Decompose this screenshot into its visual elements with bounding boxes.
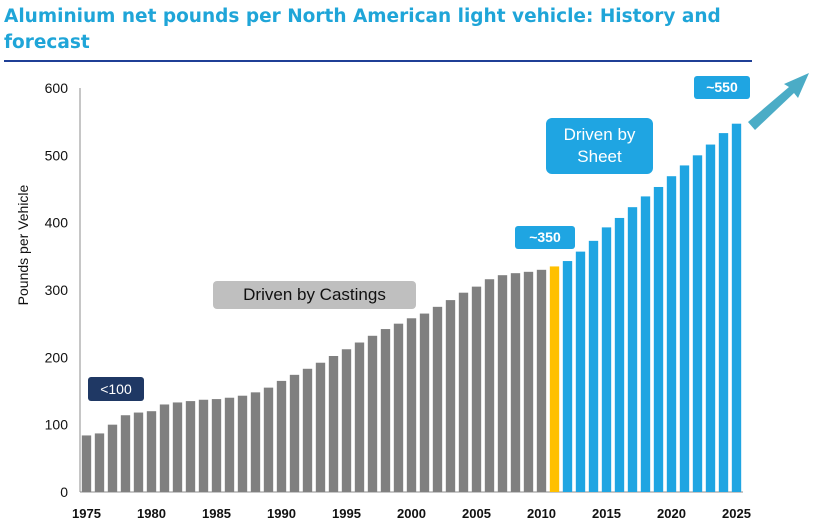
x-tick-label: 2000 — [397, 506, 426, 521]
bar-1996 — [354, 342, 365, 492]
bar-2019 — [653, 186, 664, 493]
title-rule — [4, 60, 752, 62]
y-tick-label: 100 — [45, 417, 69, 433]
y-axis-label: Pounds per Vehicle — [15, 184, 31, 305]
bar-2005 — [471, 286, 482, 492]
bar-2021 — [679, 165, 690, 492]
bar-2001 — [419, 313, 430, 492]
chart-title: Aluminium net pounds per North American … — [4, 6, 721, 53]
bar-1984 — [198, 399, 209, 492]
y-axis: 0 100 200 300 400 500 600 — [45, 80, 81, 500]
bar-2013 — [575, 251, 586, 492]
bar-1991 — [289, 374, 300, 492]
bar-2022 — [692, 155, 703, 492]
bar-2008 — [510, 273, 521, 492]
x-tick-label: 2005 — [462, 506, 491, 521]
bar-2004 — [458, 292, 469, 492]
bar-1994 — [328, 355, 339, 492]
x-tick-label: 1985 — [202, 506, 231, 521]
y-tick-label: 200 — [45, 349, 69, 365]
bar-1975 — [81, 435, 92, 492]
bar-1980 — [146, 411, 157, 492]
bar-1989 — [263, 387, 274, 492]
y-tick-label: 600 — [45, 80, 69, 96]
bar-1976 — [94, 433, 105, 492]
bar-1982 — [172, 402, 183, 492]
bar-1988 — [250, 392, 261, 492]
x-tick-label: 2015 — [592, 506, 621, 521]
x-tick-label: 1990 — [267, 506, 296, 521]
bar-1977 — [107, 424, 118, 492]
bar-2023 — [705, 144, 716, 492]
bar-1999 — [393, 323, 404, 492]
bar-1985 — [211, 399, 222, 492]
bar-1978 — [120, 415, 131, 492]
bar-2007 — [497, 275, 508, 492]
bar-1997 — [367, 335, 378, 492]
bar-2006 — [484, 279, 495, 492]
bar-1986 — [224, 397, 235, 492]
bar-1992 — [302, 368, 313, 492]
y-tick-label: 500 — [45, 147, 69, 163]
x-tick-label: 1995 — [332, 506, 361, 521]
bar-1993 — [315, 362, 326, 492]
x-tick-label: 1975 — [72, 506, 101, 521]
y-tick-label: 0 — [60, 484, 68, 500]
callout-driven-by-sheet: Driven by Sheet — [546, 118, 653, 174]
bar-1981 — [159, 404, 170, 492]
x-axis: 1975 1980 1985 1990 1995 2000 2005 2010 2015 2020… — [72, 491, 751, 521]
bar-2010 — [536, 269, 547, 492]
x-tick-label: 2010 — [527, 506, 556, 521]
bar-2025 — [731, 123, 742, 492]
callout-approx-350: ~350 — [515, 226, 575, 249]
callout-driven-by-sheet-label: Driven by Sheet — [563, 125, 636, 166]
bar-1979 — [133, 412, 144, 492]
callout-under-100: <100 — [88, 377, 144, 401]
bar-2016 — [614, 217, 625, 492]
bar-1987 — [237, 395, 248, 492]
y-tick-label: 300 — [45, 282, 69, 298]
growth-arrow-icon — [748, 73, 809, 130]
bar-2024 — [718, 133, 729, 493]
bar-2015 — [601, 227, 612, 492]
bar-1995 — [341, 349, 352, 492]
callout-driven-by-castings: Driven by Castings — [213, 281, 416, 309]
bar-2020 — [666, 176, 677, 492]
bar-1990 — [276, 380, 287, 492]
bar-2002 — [432, 306, 443, 492]
bar-2003 — [445, 300, 456, 492]
bar-2009 — [523, 271, 534, 492]
bar-2011 — [549, 266, 560, 492]
bar-2018 — [640, 196, 651, 492]
x-tick-label: 2020 — [657, 506, 686, 521]
bar-1998 — [380, 329, 391, 492]
bar-1983 — [185, 401, 196, 492]
x-tick-label: 1980 — [137, 506, 166, 521]
x-tick-label: 2025 — [722, 506, 751, 521]
bar-2000 — [406, 318, 417, 492]
bar-2014 — [588, 240, 599, 492]
callout-approx-550: ~550 — [694, 76, 750, 99]
bar-2017 — [627, 207, 638, 492]
bars — [81, 123, 742, 493]
bar-2012 — [562, 261, 573, 492]
y-tick-label: 400 — [45, 215, 69, 231]
